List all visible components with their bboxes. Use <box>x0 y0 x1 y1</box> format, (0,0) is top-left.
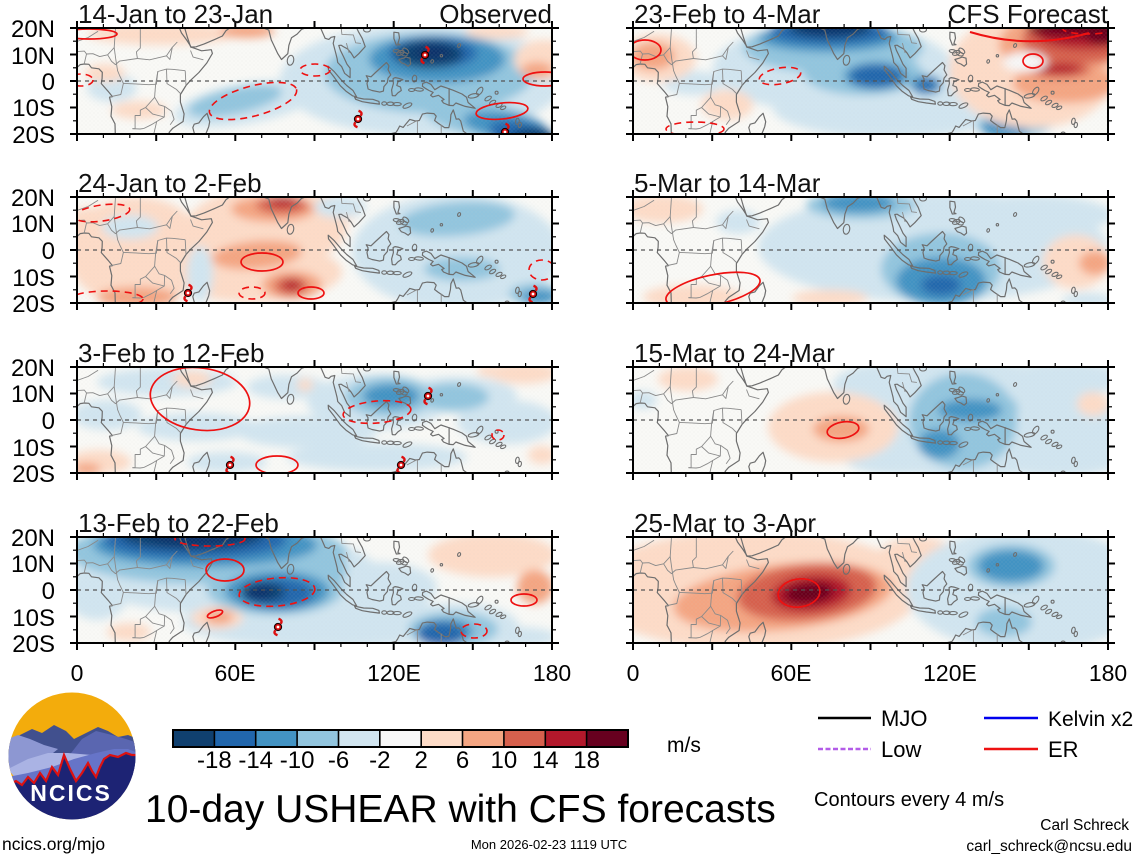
svg-text:25-Mar to 3-Apr: 25-Mar to 3-Apr <box>634 508 816 538</box>
svg-text:60E: 60E <box>215 660 256 686</box>
svg-text:10N: 10N <box>11 211 55 238</box>
svg-text:MJO: MJO <box>881 706 927 731</box>
svg-text:20N: 20N <box>11 16 55 43</box>
svg-text:-6: -6 <box>328 747 349 774</box>
svg-text:20N: 20N <box>11 185 55 212</box>
svg-text:20N: 20N <box>11 525 55 552</box>
svg-text:120E: 120E <box>923 660 977 686</box>
svg-text:0: 0 <box>42 238 55 265</box>
svg-text:10N: 10N <box>11 381 55 408</box>
svg-text:10S: 10S <box>12 605 55 632</box>
svg-text:20S: 20S <box>12 291 55 318</box>
svg-text:13-Feb to 22-Feb: 13-Feb to 22-Feb <box>78 508 279 538</box>
svg-text:Contours every 4 m/s: Contours every 4 m/s <box>814 789 1004 811</box>
svg-text:23-Feb to 4-Mar: 23-Feb to 4-Mar <box>634 0 821 29</box>
svg-text:-18: -18 <box>197 747 232 774</box>
svg-text:Kelvin x2: Kelvin x2 <box>1048 708 1133 731</box>
svg-text:0: 0 <box>71 660 84 686</box>
svg-text:10S: 10S <box>12 95 55 122</box>
svg-text:m/s: m/s <box>667 734 701 757</box>
svg-text:20S: 20S <box>12 122 55 149</box>
svg-text:14-Jan to 23-Jan: 14-Jan to 23-Jan <box>78 0 273 29</box>
svg-text:0: 0 <box>627 660 640 686</box>
svg-text:-10: -10 <box>280 747 315 774</box>
svg-text:10: 10 <box>491 747 518 774</box>
svg-text:0: 0 <box>42 578 55 605</box>
svg-text:60E: 60E <box>771 660 812 686</box>
svg-text:10S: 10S <box>12 265 55 292</box>
svg-text:Observed: Observed <box>439 0 552 29</box>
svg-text:-2: -2 <box>369 747 390 774</box>
svg-text:5-Mar to 14-Mar: 5-Mar to 14-Mar <box>634 168 821 198</box>
svg-text:CFS Forecast: CFS Forecast <box>948 0 1109 29</box>
svg-text:0: 0 <box>42 408 55 435</box>
svg-text:120E: 120E <box>367 660 421 686</box>
svg-text:10N: 10N <box>11 551 55 578</box>
svg-text:0: 0 <box>42 69 55 96</box>
svg-text:180: 180 <box>1089 660 1127 686</box>
svg-text:14: 14 <box>532 747 559 774</box>
svg-text:3-Feb to 12-Feb: 3-Feb to 12-Feb <box>78 338 264 368</box>
svg-text:Low: Low <box>881 737 921 762</box>
svg-text:10-day USHEAR with CFS forecas: 10-day USHEAR with CFS forecasts <box>145 788 776 831</box>
svg-text:ncics.org/mjo: ncics.org/mjo <box>2 834 105 854</box>
svg-text:24-Jan to 2-Feb: 24-Jan to 2-Feb <box>78 168 262 198</box>
svg-text:Carl Schreck: Carl Schreck <box>1040 817 1129 834</box>
svg-text:carl_schreck@ncsu.edu: carl_schreck@ncsu.edu <box>966 838 1132 855</box>
svg-text:20N: 20N <box>11 355 55 382</box>
svg-text:Mon 2026-02-23 1119 UTC: Mon 2026-02-23 1119 UTC <box>471 837 627 852</box>
svg-text:18: 18 <box>573 747 600 774</box>
svg-text:6: 6 <box>456 747 469 774</box>
svg-text:180: 180 <box>533 660 571 686</box>
svg-text:10N: 10N <box>11 43 55 70</box>
svg-text:-14: -14 <box>238 747 273 774</box>
svg-text:2: 2 <box>415 747 428 774</box>
svg-text:20S: 20S <box>12 461 55 488</box>
svg-text:20S: 20S <box>12 631 55 658</box>
svg-text:10S: 10S <box>12 435 55 462</box>
svg-text:ER: ER <box>1048 737 1079 762</box>
svg-text:NCICS: NCICS <box>30 780 112 806</box>
svg-text:15-Mar to 24-Mar: 15-Mar to 24-Mar <box>634 338 835 368</box>
